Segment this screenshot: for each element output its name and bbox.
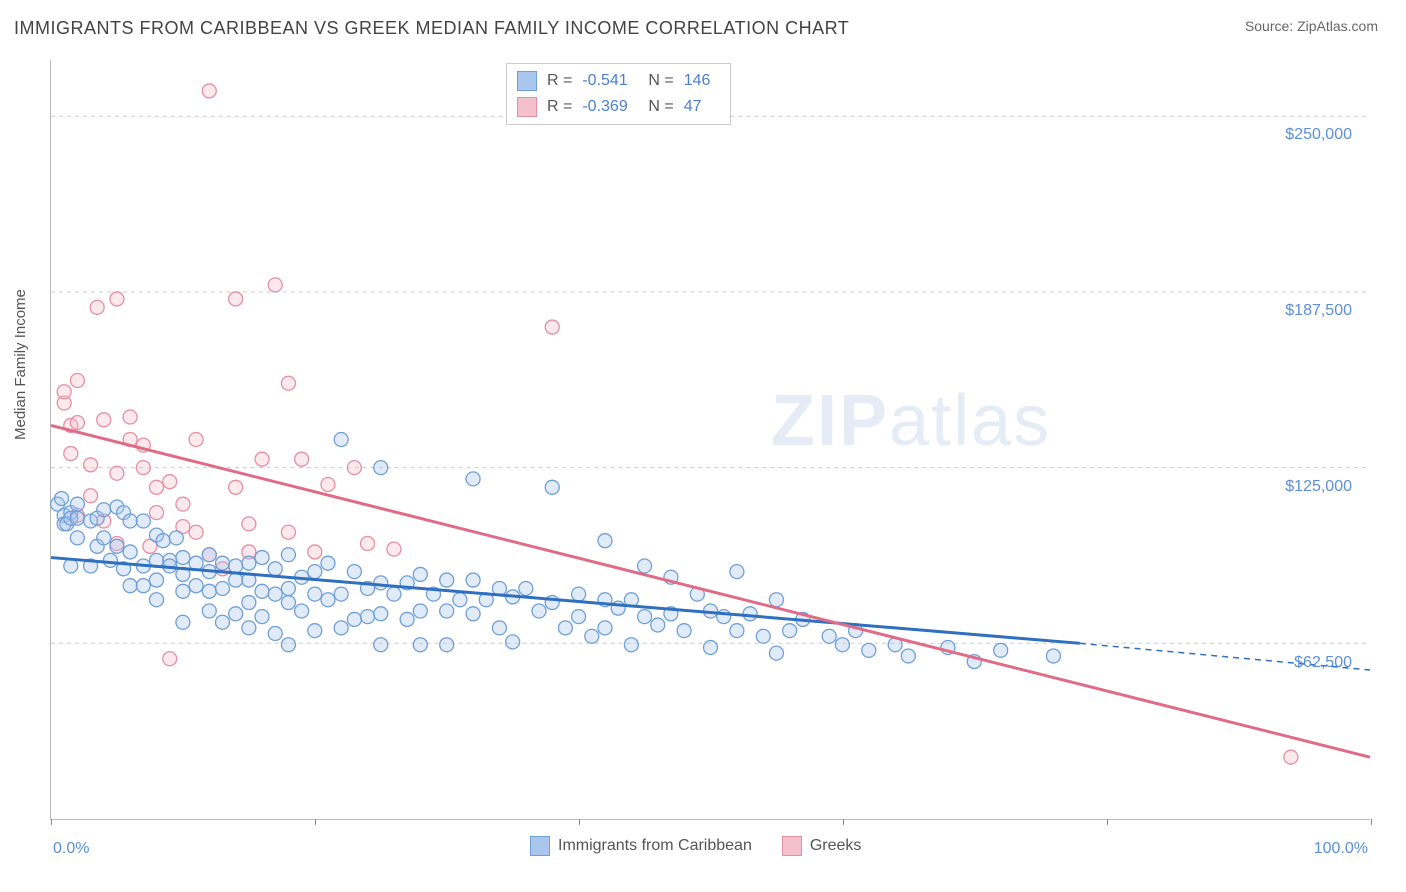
source-label: Source: bbox=[1245, 18, 1297, 34]
legend-label-series-1: Immigrants from Caribbean bbox=[558, 837, 752, 855]
r-label: R = bbox=[547, 94, 572, 120]
r-value-series-1: -0.541 bbox=[582, 68, 638, 94]
y-tick-label: $62,500 bbox=[1294, 654, 1352, 672]
x-tick bbox=[1371, 819, 1372, 825]
legend-label-series-2: Greeks bbox=[810, 837, 862, 855]
swatch-series-1 bbox=[517, 71, 537, 91]
swatch-series-2 bbox=[517, 97, 537, 117]
n-value-series-1: 146 bbox=[684, 68, 716, 94]
source-name: ZipAtlas.com bbox=[1297, 18, 1378, 34]
n-label: N = bbox=[648, 68, 673, 94]
x-tick-label: 0.0% bbox=[53, 840, 89, 858]
source-attribution: Source: ZipAtlas.com bbox=[1245, 18, 1378, 34]
y-tick-label: $187,500 bbox=[1285, 302, 1352, 320]
legend-swatch-series-1 bbox=[530, 836, 550, 856]
correlation-stats-box: R = -0.541 N = 146 R = -0.369 N = 47 bbox=[506, 63, 731, 125]
x-tick bbox=[579, 819, 580, 825]
legend-item-series-1: Immigrants from Caribbean bbox=[530, 836, 752, 856]
x-tick bbox=[51, 819, 52, 825]
x-tick-label: 100.0% bbox=[1314, 840, 1368, 858]
y-axis-label: Median Family Income bbox=[12, 289, 29, 440]
y-tick-label: $250,000 bbox=[1285, 126, 1352, 144]
n-label: N = bbox=[648, 94, 673, 120]
legend-swatch-series-2 bbox=[782, 836, 802, 856]
x-tick bbox=[843, 819, 844, 825]
stats-row-series-2: R = -0.369 N = 47 bbox=[517, 94, 716, 120]
x-tick bbox=[1107, 819, 1108, 825]
r-label: R = bbox=[547, 68, 572, 94]
legend-item-series-2: Greeks bbox=[782, 836, 862, 856]
chart-title: IMMIGRANTS FROM CARIBBEAN VS GREEK MEDIA… bbox=[14, 18, 849, 39]
x-tick bbox=[315, 819, 316, 825]
r-value-series-2: -0.369 bbox=[582, 94, 638, 120]
bottom-legend: Immigrants from Caribbean Greeks bbox=[530, 836, 861, 856]
plot-area: ZIPatlas R = -0.541 N = 146 R = -0.369 N… bbox=[50, 60, 1370, 820]
stats-row-series-1: R = -0.541 N = 146 bbox=[517, 68, 716, 94]
chart-svg bbox=[51, 60, 1370, 819]
y-tick-label: $125,000 bbox=[1285, 478, 1352, 496]
n-value-series-2: 47 bbox=[684, 94, 716, 120]
